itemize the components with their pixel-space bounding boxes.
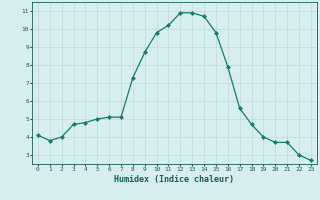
X-axis label: Humidex (Indice chaleur): Humidex (Indice chaleur) — [115, 175, 234, 184]
